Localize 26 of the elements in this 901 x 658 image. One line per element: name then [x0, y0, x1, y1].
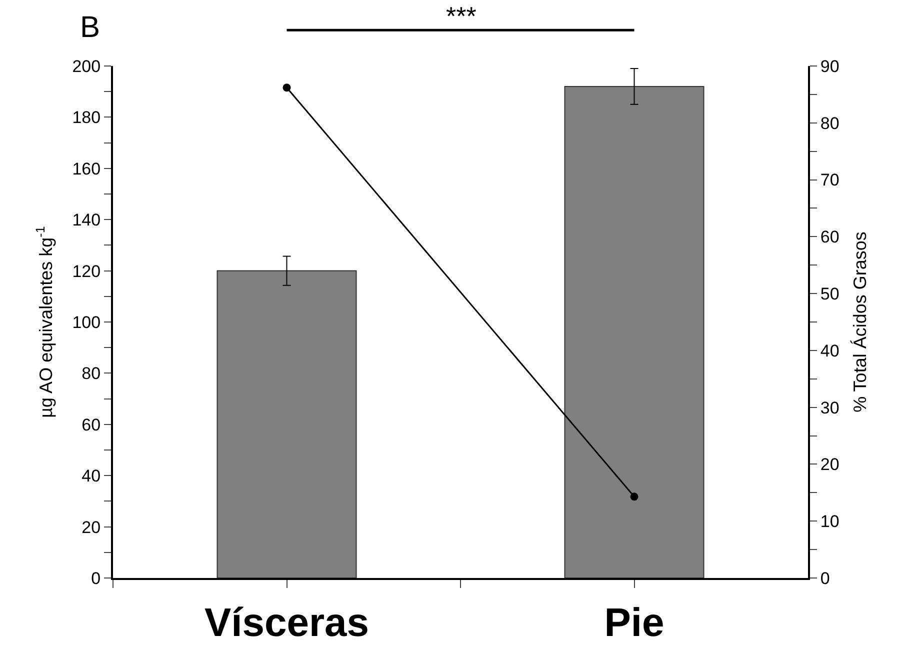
- y2-tick-label: 80: [820, 114, 840, 133]
- y2-axis-title: % Total Ácidos Grasos: [850, 232, 870, 412]
- y-tick-label: 160: [72, 159, 101, 178]
- y2-tick-label: 90: [820, 56, 840, 76]
- y2-tick-label: 20: [820, 455, 840, 474]
- y-tick-label: 180: [72, 108, 101, 128]
- text: ***: [446, 1, 476, 31]
- y2-tick-label: 70: [820, 170, 840, 190]
- y-tick-label: 40: [82, 466, 101, 486]
- y2-tick-label: 50: [820, 284, 840, 304]
- y-tick-label: 20: [82, 518, 101, 537]
- y-tick-label: 100: [72, 312, 101, 332]
- x-tick-label: Vísceras: [204, 601, 370, 645]
- y2-tick-label: 0: [820, 568, 830, 588]
- y-tick-label: 140: [72, 210, 101, 230]
- y2-tick-label: 30: [820, 398, 840, 418]
- y-tick-label: 120: [72, 262, 101, 281]
- y2-tick-label: 10: [820, 512, 840, 532]
- x-tick-label: Pie: [604, 601, 664, 645]
- y-tick-label: 60: [82, 415, 101, 434]
- y2-tick-label: 40: [820, 341, 840, 360]
- y-tick-label: 200: [72, 56, 101, 76]
- y-tick-label: 0: [91, 568, 101, 588]
- text: B: [80, 11, 100, 44]
- y2-tick-label: 60: [820, 228, 840, 247]
- y-tick-label: 80: [82, 364, 101, 384]
